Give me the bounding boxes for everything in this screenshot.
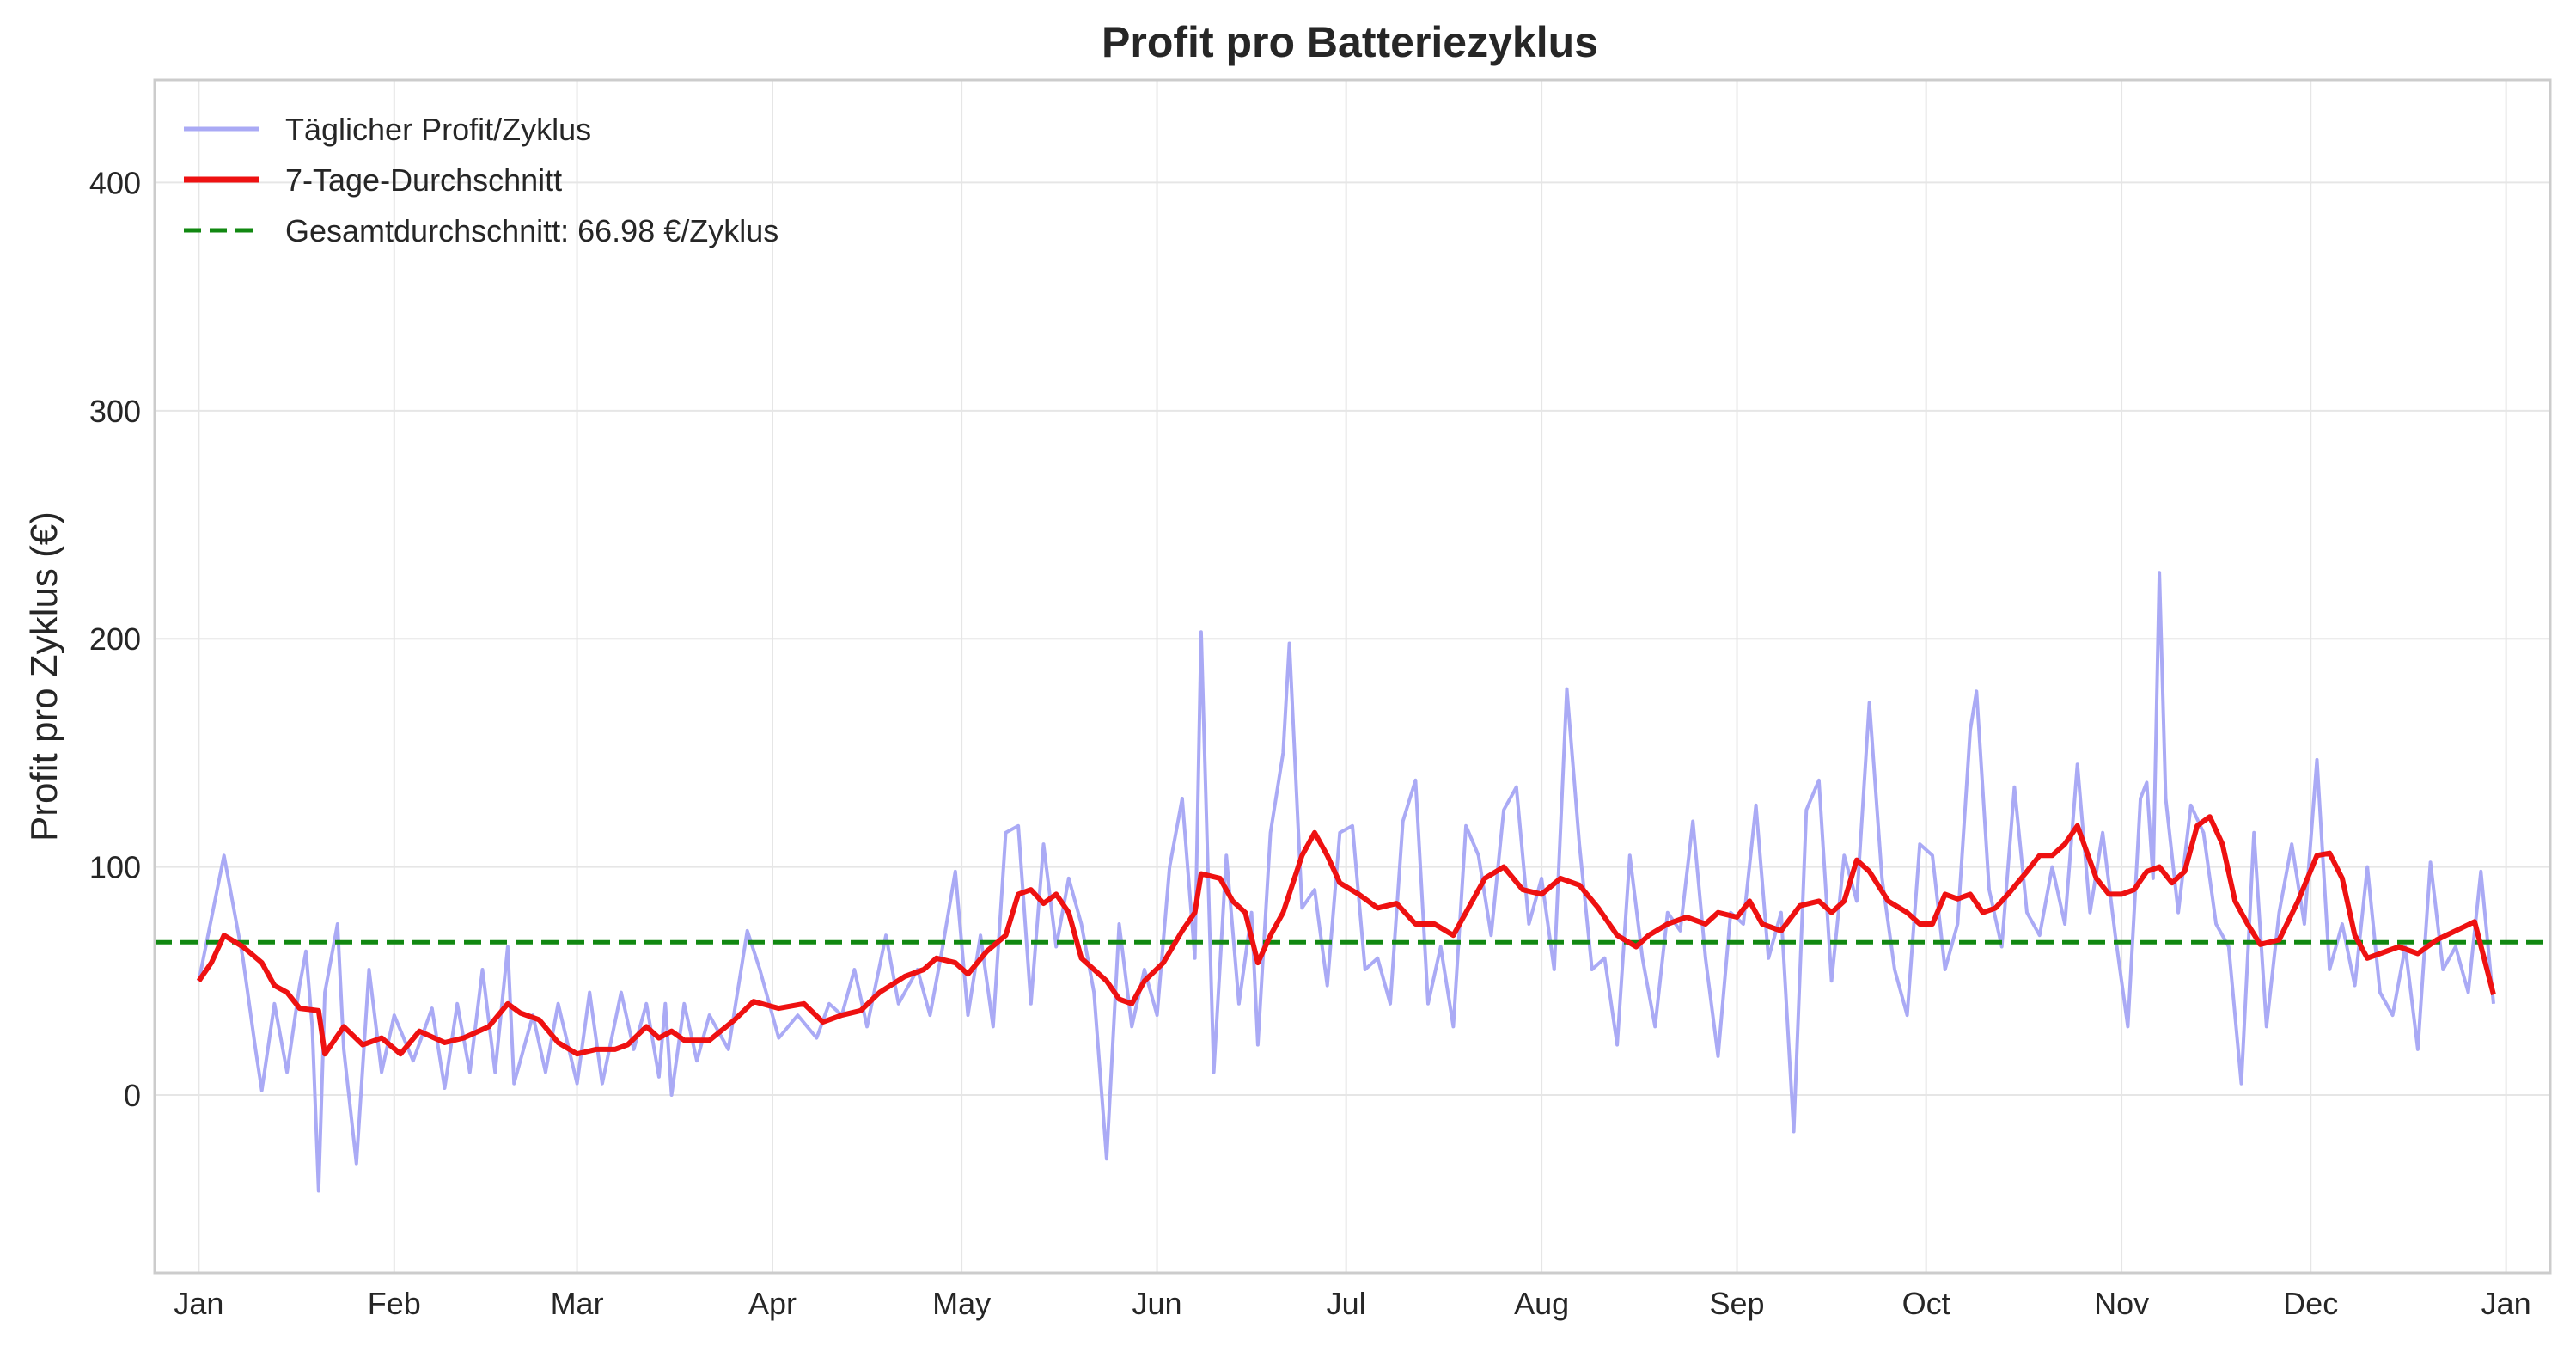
- x-tick-label: Apr: [748, 1286, 797, 1321]
- plot-frame: [153, 78, 2552, 1275]
- x-tick-label: May: [932, 1286, 991, 1321]
- y-tick-label: 300: [89, 394, 141, 429]
- rolling-average-line: [196, 814, 2496, 1057]
- y-axis-label: Profit pro Zyklus (€): [23, 511, 65, 841]
- legend-label-rolling: 7-Tage-Durchschnitt: [285, 162, 562, 198]
- x-tick-label: Aug: [1514, 1286, 1569, 1321]
- x-tick-label: Feb: [368, 1286, 421, 1321]
- y-tick-label: 400: [89, 165, 141, 200]
- legend-label-daily: Täglicher Profit/Zyklus: [285, 112, 591, 147]
- daily-profit-line: [197, 571, 2495, 1193]
- legend: Täglicher Profit/Zyklus 7-Tage-Durchschn…: [184, 112, 778, 248]
- x-tick-label: Nov: [2094, 1286, 2149, 1321]
- y-tick-label: 0: [124, 1078, 141, 1113]
- y-ticks: 0 100 200 300 400: [89, 165, 141, 1113]
- x-tick-label: Mar: [551, 1286, 604, 1321]
- x-tick-label: Sep: [1710, 1286, 1765, 1321]
- x-tick-label: Dec: [2283, 1286, 2338, 1321]
- x-tick-label: Jun: [1132, 1286, 1182, 1321]
- grid: [155, 80, 2550, 1273]
- x-tick-label: Jul: [1327, 1286, 1366, 1321]
- y-tick-label: 200: [89, 621, 141, 657]
- x-tick-label: Jan: [174, 1286, 223, 1321]
- y-tick-label: 100: [89, 850, 141, 885]
- chart-title: Profit pro Batteriezyklus: [1102, 18, 1598, 66]
- x-tick-label: Jan: [2481, 1286, 2531, 1321]
- legend-label-mean: Gesamtdurchschnitt: 66.98 €/Zyklus: [285, 213, 778, 248]
- series-layer: [155, 571, 2550, 1193]
- x-ticks: Jan Feb Mar Apr May Jun Jul Aug Sep Oct Nov Dec Jan: [174, 1286, 2530, 1321]
- x-tick-label: Oct: [1902, 1286, 1950, 1321]
